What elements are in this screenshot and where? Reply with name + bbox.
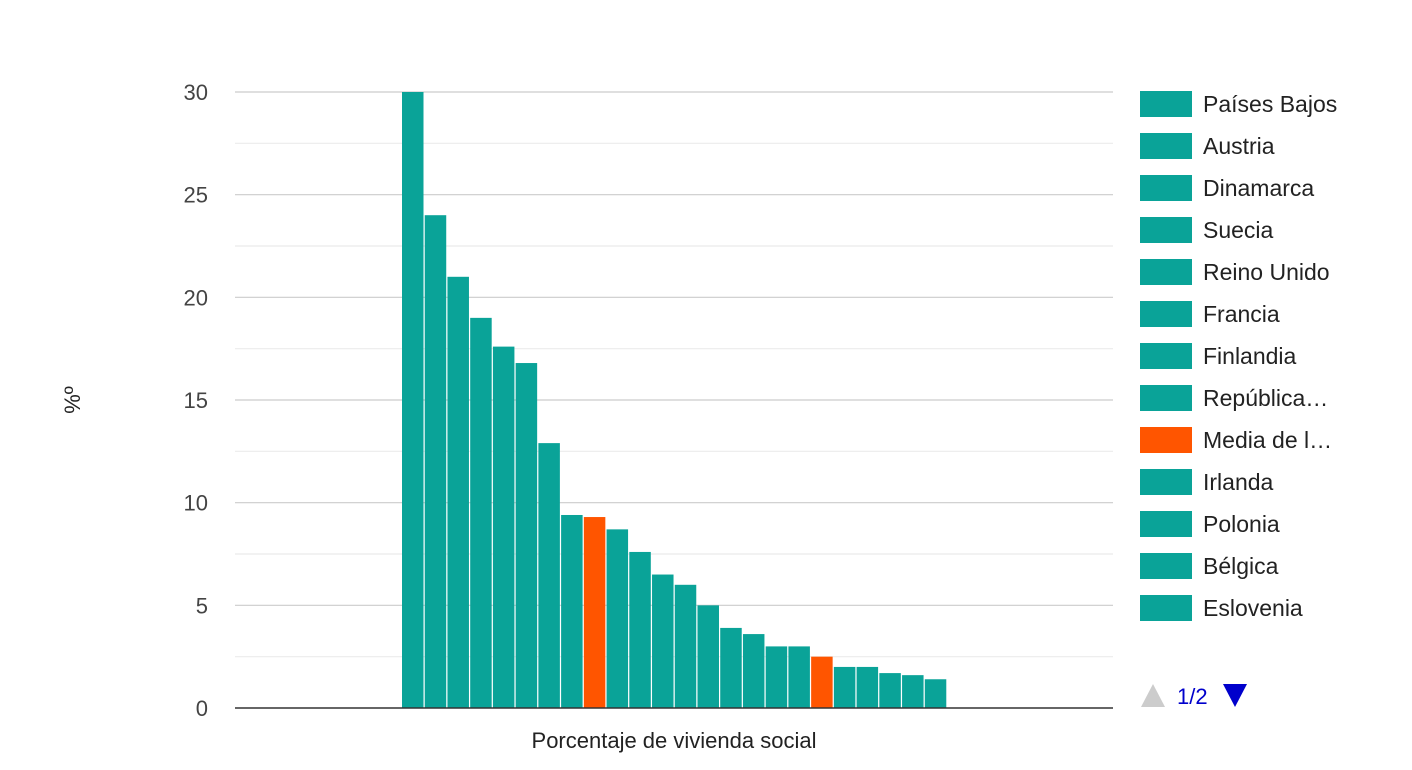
bar[interactable] [742,634,765,708]
legend-label[interactable]: Austria [1203,133,1275,159]
bar[interactable] [674,584,697,708]
x-axis-title: Porcentaje de vivienda social [532,728,817,753]
bar[interactable] [765,646,788,708]
bar[interactable] [538,443,560,708]
legend-label[interactable]: Media de l… [1203,427,1332,453]
legend-label[interactable]: Reino Unido [1203,259,1330,285]
y-axis-title: %º [60,386,85,414]
bar[interactable] [856,666,879,708]
legend-label[interactable]: Eslovenia [1203,595,1303,621]
bar[interactable] [652,574,674,708]
legend-swatch[interactable] [1140,133,1192,159]
legend-swatch[interactable] [1140,301,1192,327]
bar[interactable] [902,675,924,708]
legend-swatch[interactable] [1140,91,1192,117]
bar[interactable] [492,346,515,708]
bar[interactable] [515,363,538,708]
bar[interactable] [402,92,424,708]
pager-label: 1/2 [1177,684,1208,709]
bar[interactable] [788,646,810,708]
y-tick-label: 10 [184,491,208,516]
legend-swatch[interactable] [1140,343,1192,369]
legend-swatch[interactable] [1140,427,1192,453]
y-tick-label: 5 [196,593,208,618]
bar[interactable] [879,673,901,708]
legend-swatch[interactable] [1140,553,1192,579]
legend-swatch[interactable] [1140,469,1192,495]
bar[interactable] [833,666,856,708]
y-tick-label: 15 [184,388,208,413]
legend-swatch[interactable] [1140,595,1192,621]
bar[interactable] [697,605,719,708]
legend-label[interactable]: Dinamarca [1203,175,1314,201]
y-tick-label: 20 [184,285,208,310]
legend: Países Bajos Austria Dinamarca Suecia Reino … [1140,91,1337,621]
legend-label[interactable]: Finlandia [1203,343,1297,369]
y-tick-label: 0 [196,696,208,721]
bar[interactable] [606,529,629,708]
legend-swatch[interactable] [1140,217,1192,243]
bar[interactable] [924,679,947,708]
legend-swatch[interactable] [1140,175,1192,201]
legend-label[interactable]: Irlanda [1203,469,1274,495]
bar[interactable] [583,517,606,708]
bars [402,92,947,708]
legend-swatch[interactable] [1140,259,1192,285]
bar[interactable] [447,276,469,708]
legend-label[interactable]: Países Bajos [1203,91,1337,117]
triangle-up-icon[interactable] [1141,684,1165,707]
bar[interactable] [629,551,651,708]
triangle-down-icon[interactable] [1223,684,1247,707]
bar[interactable] [720,627,742,708]
y-tick-label: 25 [184,183,208,208]
gridlines [235,91,1113,658]
bar[interactable] [470,317,492,708]
y-tick-labels: 0 5 10 15 20 25 30 [184,80,208,721]
legend-label[interactable]: Bélgica [1203,553,1279,579]
bar[interactable] [811,656,833,708]
legend-swatch[interactable] [1140,385,1192,411]
bar[interactable] [561,514,583,708]
legend-pager: 1/2 [1141,684,1247,709]
legend-label[interactable]: Francia [1203,301,1280,327]
legend-label[interactable]: República… [1203,385,1328,411]
bar[interactable] [424,215,447,708]
legend-swatch[interactable] [1140,511,1192,537]
legend-label[interactable]: Polonia [1203,511,1280,537]
y-tick-label: 30 [184,80,208,105]
legend-label[interactable]: Suecia [1203,217,1274,243]
